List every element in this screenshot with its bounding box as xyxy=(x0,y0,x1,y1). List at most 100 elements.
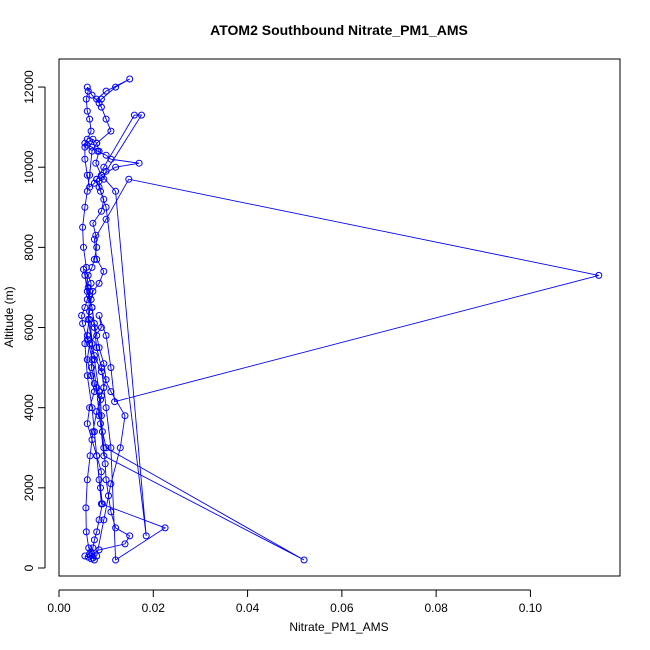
data-point xyxy=(100,444,108,452)
data-point xyxy=(100,516,108,524)
data-point xyxy=(97,396,104,404)
data-point xyxy=(107,388,115,396)
data-point xyxy=(112,556,120,564)
data-point xyxy=(83,420,91,428)
data-point xyxy=(88,340,96,348)
data-point xyxy=(142,532,150,540)
data-point xyxy=(107,364,115,372)
data-point xyxy=(95,344,103,352)
data-point xyxy=(95,412,103,420)
data-point xyxy=(83,476,91,484)
data-point xyxy=(84,87,92,95)
data-point xyxy=(88,364,95,372)
data-point xyxy=(98,428,106,436)
data-point xyxy=(112,524,120,532)
data-point xyxy=(90,380,98,388)
data-point xyxy=(93,452,101,460)
data-point xyxy=(81,340,89,348)
data-point xyxy=(97,95,105,103)
data-point xyxy=(93,528,101,536)
data-point xyxy=(95,476,103,484)
series-line xyxy=(81,78,599,561)
data-point xyxy=(88,91,96,99)
data-point xyxy=(97,324,105,331)
data-point xyxy=(97,484,104,492)
data-point xyxy=(101,460,109,468)
data-point xyxy=(83,171,91,179)
data-point xyxy=(93,139,101,147)
x-axis: 0.00 0.02 0.04 0.06 0.08 0.10 xyxy=(47,589,542,615)
data-point xyxy=(93,332,101,339)
data-point xyxy=(88,147,96,155)
y-axis-label: Altitude (m) xyxy=(2,286,16,347)
data-point xyxy=(82,263,90,271)
data-point xyxy=(112,163,120,171)
data-point xyxy=(97,187,104,195)
data-point xyxy=(87,372,95,380)
data-point xyxy=(81,552,89,560)
y-tick-label: 10000 xyxy=(22,150,36,184)
data-point xyxy=(83,135,91,143)
data-point xyxy=(97,412,105,420)
data-point xyxy=(107,508,115,516)
x-tick-label: 0.04 xyxy=(236,601,260,615)
data-point xyxy=(112,187,120,195)
data-point xyxy=(93,243,101,251)
data-point xyxy=(90,320,98,327)
data-point xyxy=(130,111,138,119)
data-point xyxy=(595,271,603,279)
data-point xyxy=(125,175,133,183)
data-point xyxy=(90,179,98,187)
data-point xyxy=(100,175,108,183)
data-point xyxy=(81,304,89,311)
data-point xyxy=(90,556,98,564)
data-point xyxy=(93,552,101,560)
data-point xyxy=(98,500,106,508)
data-point xyxy=(83,332,91,339)
data-point xyxy=(86,308,94,315)
data-point xyxy=(92,231,100,239)
data-point xyxy=(121,540,129,548)
data-point xyxy=(93,384,101,392)
data-point xyxy=(83,107,91,115)
y-tick-label: 12000 xyxy=(22,70,36,104)
data-point xyxy=(79,223,87,231)
data-point xyxy=(78,312,86,319)
data-point xyxy=(100,267,108,275)
data-point xyxy=(88,143,96,151)
data-point xyxy=(86,340,94,348)
data-point xyxy=(90,428,98,436)
data-point xyxy=(86,171,94,179)
data-point xyxy=(107,127,115,135)
data-point xyxy=(90,255,98,263)
data-point xyxy=(97,420,104,428)
data-point xyxy=(95,546,103,554)
data-point xyxy=(81,143,89,151)
data-point xyxy=(89,219,97,227)
x-tick-label: 0.08 xyxy=(424,601,448,615)
y-tick-label: 8000 xyxy=(22,234,36,261)
data-point xyxy=(83,187,91,195)
data-point xyxy=(79,320,87,327)
data-point xyxy=(80,243,87,251)
y-axis: 0 2000 4000 6000 8000 10000 12000 xyxy=(22,70,46,571)
data-point xyxy=(121,412,129,420)
data-point xyxy=(90,388,98,396)
data-point xyxy=(95,147,103,155)
data-point xyxy=(97,364,105,372)
x-tick-label: 0.06 xyxy=(330,601,354,615)
data-point xyxy=(102,444,110,452)
data-point xyxy=(102,87,110,95)
data-point xyxy=(97,392,105,400)
data-point xyxy=(135,159,143,167)
data-point xyxy=(87,296,95,303)
data-point xyxy=(95,279,103,287)
data-point xyxy=(107,444,115,452)
y-tick-label: 4000 xyxy=(22,394,36,421)
data-point xyxy=(83,372,91,380)
x-axis-label: Nitrate_PM1_AMS xyxy=(289,620,388,634)
data-point xyxy=(102,476,110,484)
data-point xyxy=(86,287,94,295)
data-point xyxy=(102,203,110,211)
